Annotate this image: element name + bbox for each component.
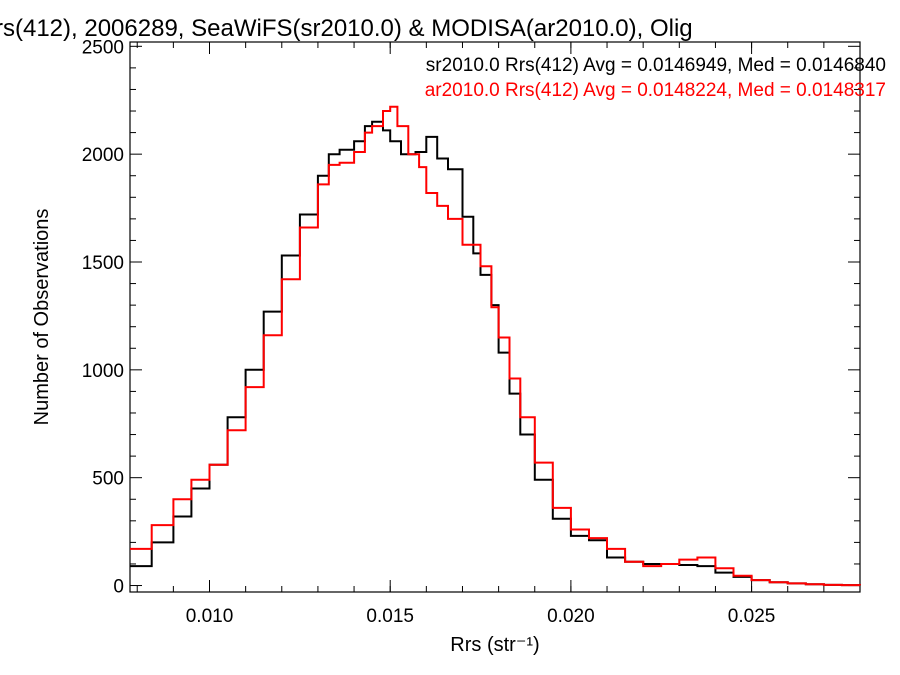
y-tick-label: 1000: [82, 361, 124, 382]
series-layer: [130, 105, 861, 587]
y-axis-label: Number of Observations: [31, 209, 53, 426]
chart-title: rs(412), 2006289, SeaWiFS(sr2010.0) & MO…: [0, 15, 693, 42]
x-tick-label: 0.025: [728, 606, 776, 627]
x-tick-label: 0.020: [547, 606, 595, 627]
x-tick-label: 0.015: [366, 606, 414, 627]
x-axis-label: Rrs (str⁻¹): [450, 634, 539, 656]
legend-entry: ar2010.0 Rrs(412) Avg = 0.0148224, Med =…: [425, 80, 886, 101]
legend-entry: sr2010.0 Rrs(412) Avg = 0.0146949, Med =…: [426, 55, 886, 76]
y-tick-label: 2500: [82, 37, 124, 58]
series-sr2010-line: [130, 120, 861, 587]
y-tick-label: 1500: [82, 253, 124, 274]
series-ar2010-line: [130, 105, 861, 587]
axis-ticks: 0.010 0.015 0.020 0.025 0 500 1000 1500 2000 2500: [82, 37, 861, 627]
y-tick-label: 0: [113, 577, 124, 598]
y-tick-label: 2000: [82, 145, 124, 166]
y-tick-label: 500: [92, 469, 124, 490]
x-tick-label: 0.010: [186, 606, 234, 627]
plot-frame: [129, 41, 861, 593]
legend: sr2010.0 Rrs(412) Avg = 0.0146949, Med =…: [425, 55, 886, 101]
